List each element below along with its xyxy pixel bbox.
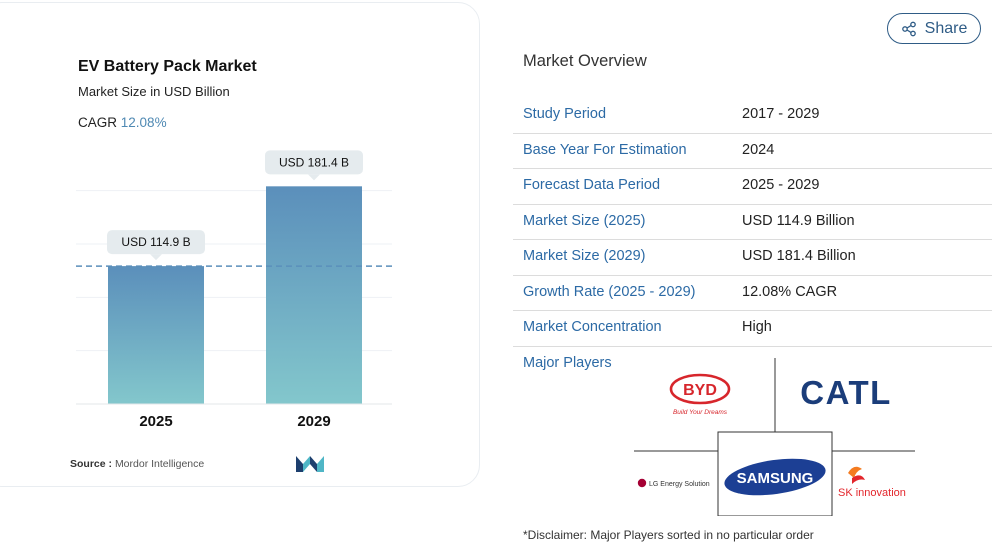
source-value: Mordor Intelligence xyxy=(114,458,205,470)
data-label: USD 114.9 B xyxy=(121,235,190,249)
sk-innovation-name: SK innovation xyxy=(838,487,906,499)
lg-energy-solution-name: LG Energy Solution xyxy=(649,481,710,488)
chart-subtitle: Market Size in USD Billion xyxy=(78,84,230,99)
chart-title: EV Battery Pack Market xyxy=(78,58,257,75)
overview-row: Market Size (2025) USD 114.9 Billion xyxy=(513,205,992,240)
share-label: Share xyxy=(924,19,968,37)
catl-logo: CATL xyxy=(800,374,892,411)
overview-label[interactable]: Study Period xyxy=(523,106,607,122)
mordor-intelligence-logo xyxy=(296,456,324,472)
byd-tagline: Build Your Dreams xyxy=(673,409,728,416)
cagr-label: CAGR xyxy=(78,115,118,130)
byd-name: BYD xyxy=(683,382,717,399)
overview-label[interactable]: Forecast Data Period xyxy=(523,177,661,193)
overview-value: USD 114.9 Billion xyxy=(742,212,855,229)
x-tick-label: 2029 xyxy=(297,413,330,430)
disclaimer: *Disclaimer: Major Players sorted in no … xyxy=(523,528,814,542)
major-players-logos: BYD Build Your Dreams CATL LG Energy Sol… xyxy=(634,358,915,516)
overview-label[interactable]: Growth Rate (2025 - 2029) xyxy=(523,283,696,300)
samsung-name: SAMSUNG xyxy=(737,470,814,487)
sk-innovation-logo: SK innovation xyxy=(838,466,906,499)
cagr: CAGR 12.08% xyxy=(78,115,167,130)
overview-value: 2024 xyxy=(742,141,775,158)
share-button[interactable]: Share xyxy=(887,13,981,44)
major-players-label[interactable]: Major Players xyxy=(523,355,612,371)
overview-row: Forecast Data Period 2025 - 2029 xyxy=(513,169,992,205)
data-label-pointer xyxy=(308,174,320,181)
lg-energy-solution-logo: LG Energy Solution xyxy=(637,478,710,488)
overview-label[interactable]: Market Concentration xyxy=(523,319,662,335)
overview-row: Growth Rate (2025 - 2029) 12.08% CAGR xyxy=(513,276,992,311)
share-icon xyxy=(901,21,916,36)
overview-value: High xyxy=(742,319,772,335)
overview-row: Market Concentration High xyxy=(513,311,992,347)
samsung-logo: SAMSUNG xyxy=(724,458,826,496)
bar-chart: USD 114.9 B 2025 USD 181.4 B 2029 xyxy=(76,150,392,430)
byd-logo: BYD Build Your Dreams xyxy=(669,373,731,416)
overview-row: Market Size (2029) USD 181.4 Billion xyxy=(513,240,992,276)
overview-label[interactable]: Market Size (2029) xyxy=(523,248,646,264)
overview-row: Base Year For Estimation 2024 xyxy=(513,134,992,169)
x-tick-label: 2025 xyxy=(139,413,172,430)
bar xyxy=(108,266,204,404)
overview-value: 2025 - 2029 xyxy=(742,177,820,193)
overview-value: 2017 - 2029 xyxy=(742,106,820,122)
data-label-box xyxy=(107,230,205,255)
overview-value: 12.08% CAGR xyxy=(742,283,838,300)
overview-label[interactable]: Market Size (2025) xyxy=(523,212,646,229)
source-label: Source : xyxy=(70,458,113,470)
overview-row: Study Period 2017 - 2029 xyxy=(513,98,992,134)
data-label-pointer xyxy=(150,254,162,261)
data-label-box xyxy=(265,150,363,175)
cagr-value: 12.08% xyxy=(120,115,167,130)
bar xyxy=(266,186,362,404)
market-overview-table: Study Period 2017 - 2029 Base Year For E… xyxy=(513,98,992,347)
source: Source : Mordor Intelligence xyxy=(70,458,204,470)
overview-label[interactable]: Base Year For Estimation xyxy=(523,141,687,158)
overview-value: USD 181.4 Billion xyxy=(742,248,856,264)
market-overview-title: Market Overview xyxy=(523,52,647,70)
data-label: USD 181.4 B xyxy=(279,155,349,169)
